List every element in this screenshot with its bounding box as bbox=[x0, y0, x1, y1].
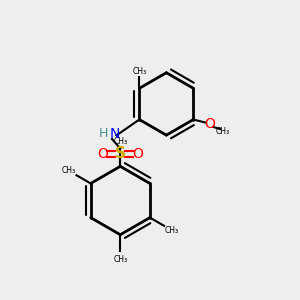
Text: CH₃: CH₃ bbox=[216, 127, 230, 136]
Text: N: N bbox=[110, 127, 120, 141]
Text: O: O bbox=[204, 117, 215, 131]
Text: CH₃: CH₃ bbox=[113, 256, 127, 265]
Text: O: O bbox=[132, 147, 143, 161]
Text: H: H bbox=[99, 127, 108, 140]
Text: O: O bbox=[98, 147, 109, 161]
Text: CH₃: CH₃ bbox=[113, 136, 127, 146]
Text: CH₃: CH₃ bbox=[62, 166, 76, 175]
Text: CH₃: CH₃ bbox=[165, 226, 179, 235]
Text: S: S bbox=[115, 146, 126, 161]
Text: CH₃: CH₃ bbox=[132, 68, 146, 76]
